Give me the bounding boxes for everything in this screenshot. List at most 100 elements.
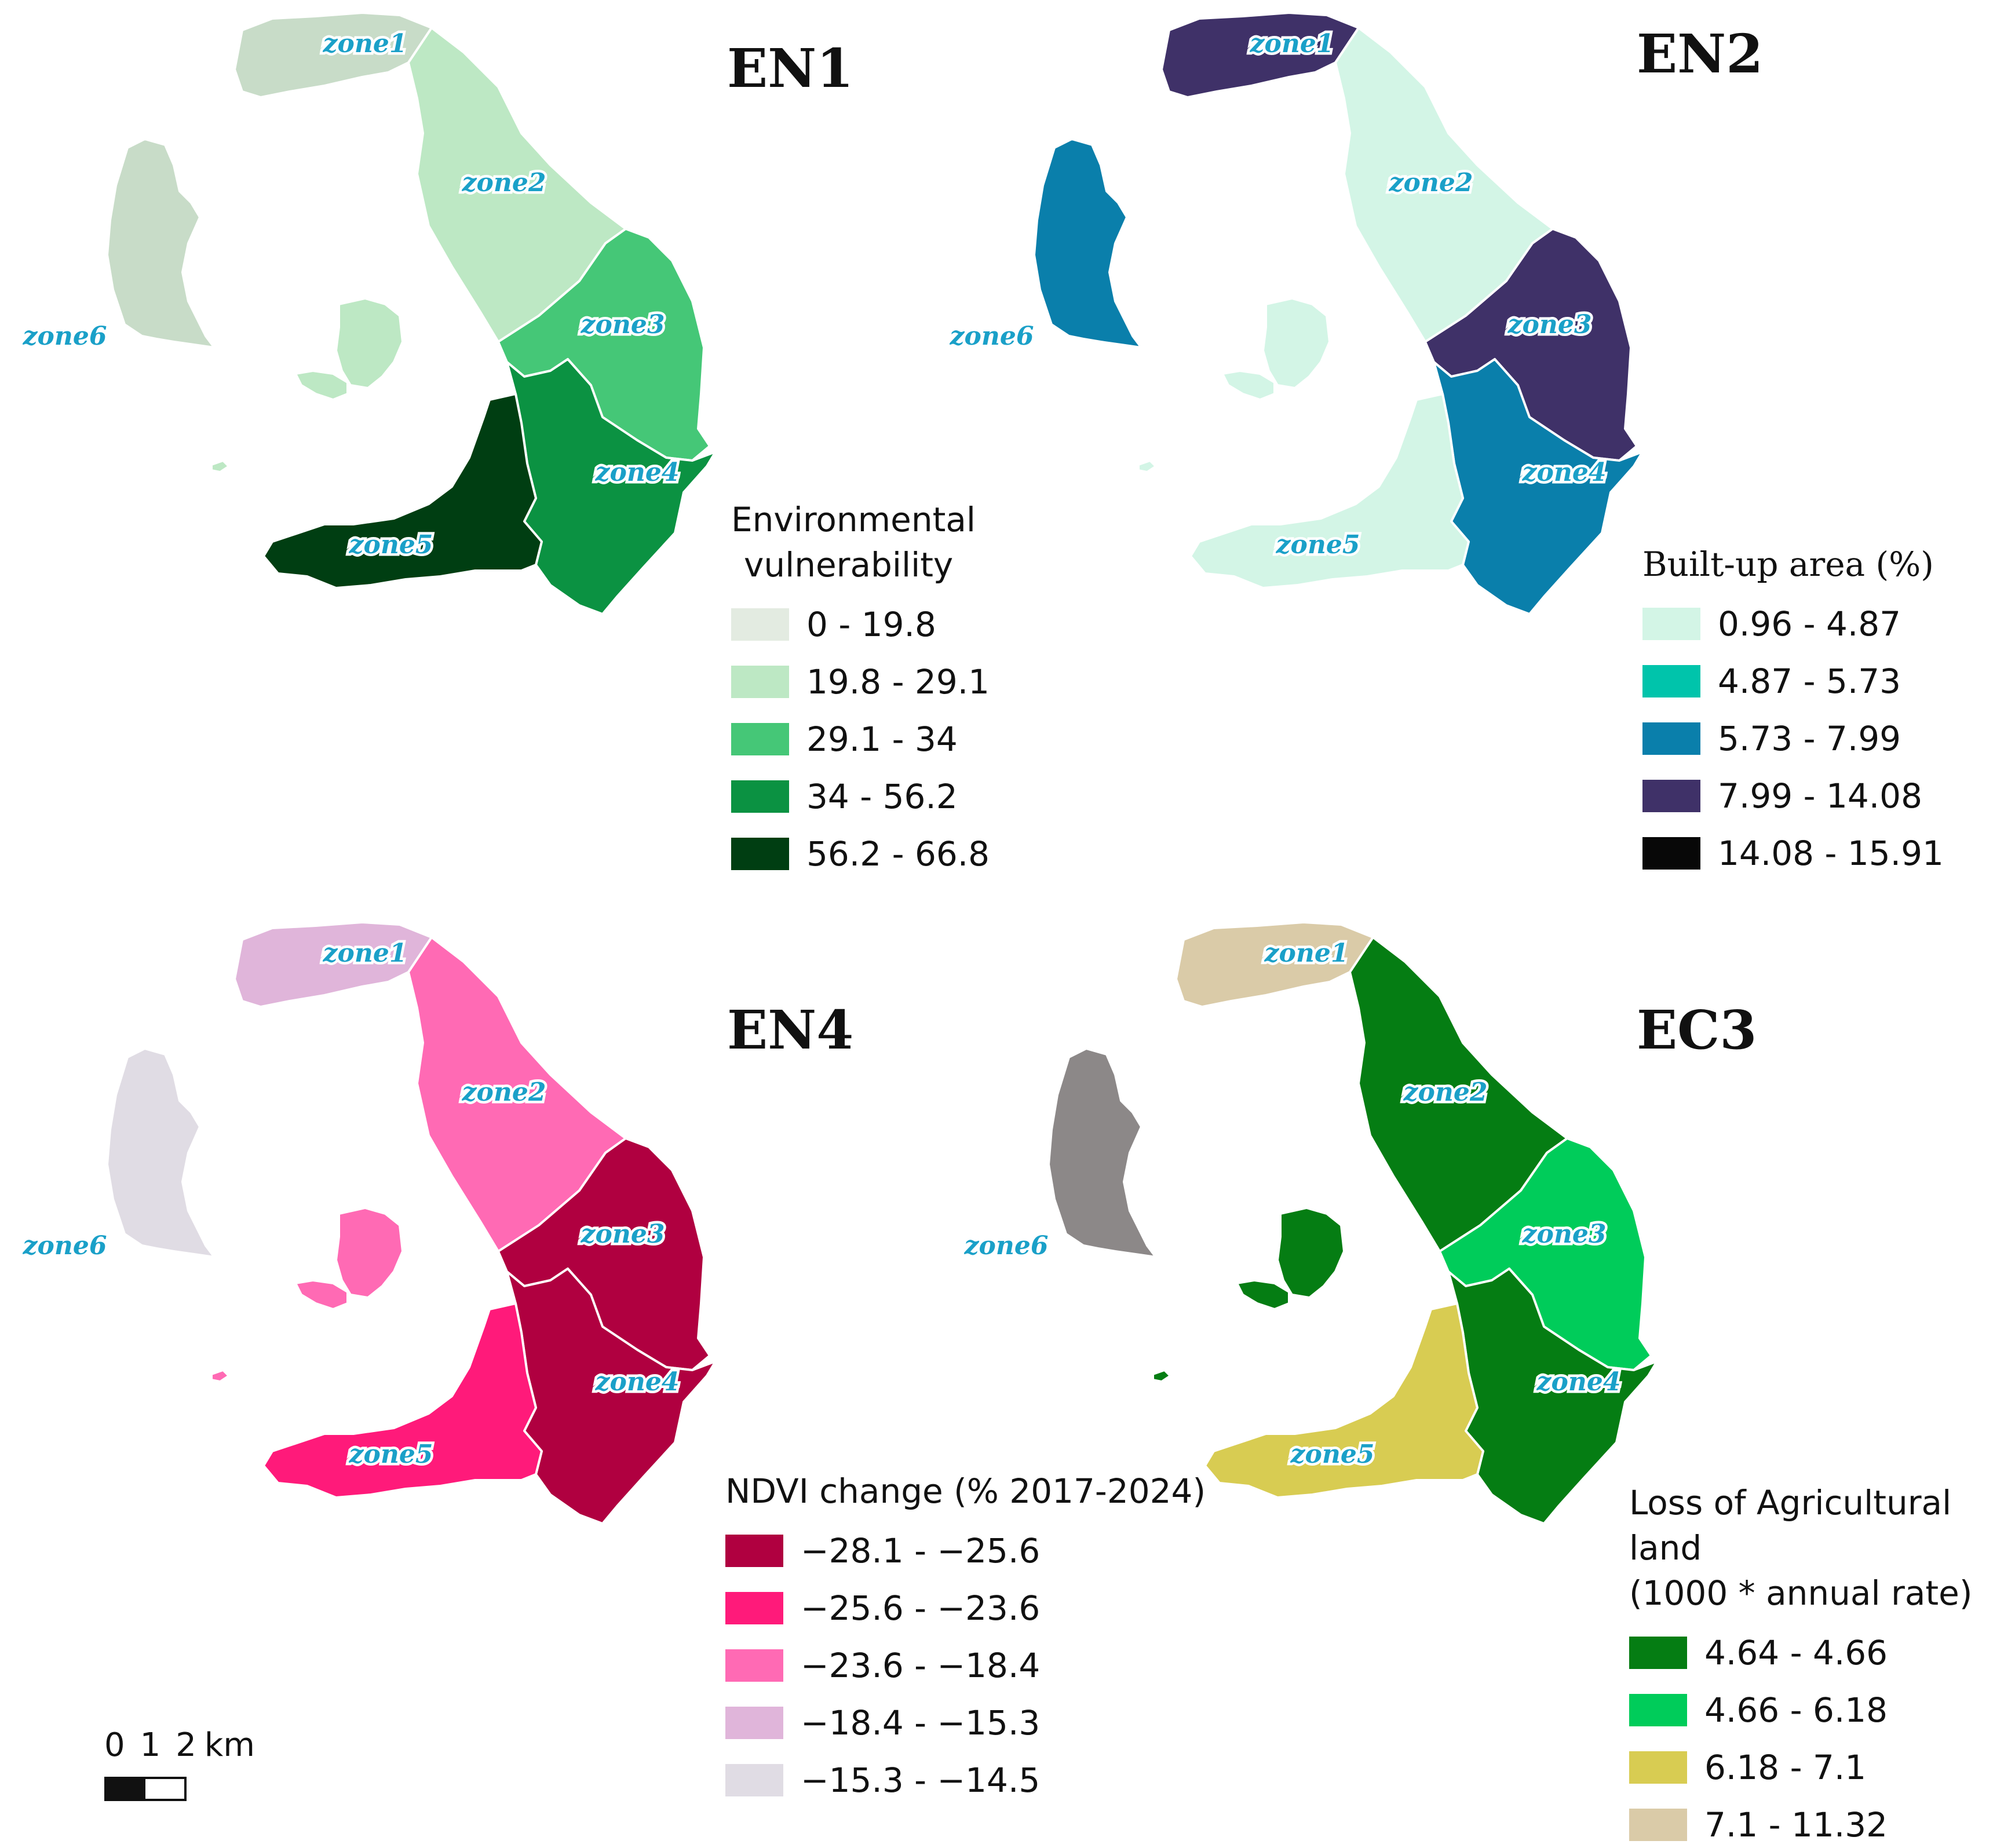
legend-swatch	[1642, 837, 1700, 870]
legend-label: 4.64 - 4.66	[1704, 1632, 1888, 1672]
legend-en1: Environmental vulnerability 0 - 19.8 19.8 -…	[731, 497, 990, 882]
zone5-region	[1189, 393, 1470, 589]
legend-swatch	[1642, 664, 1700, 697]
legend-item: 4.87 - 5.73	[1642, 652, 1944, 710]
zone5-label: zone5	[1290, 1440, 1375, 1469]
zone1-region	[1175, 921, 1374, 1008]
zone1-label: zone1	[1250, 29, 1334, 59]
scale-tick-2: 2	[176, 1726, 196, 1764]
legend-label: 34 - 56.2	[806, 776, 958, 816]
legend-swatch	[731, 665, 789, 698]
legend-title: Built-up area (%)	[1642, 542, 1944, 587]
legend-item: 7.1 - 11.32	[1629, 1796, 2015, 1848]
legend-swatch	[725, 1763, 783, 1796]
legend-item: −15.3 - −14.5	[725, 1751, 1206, 1809]
legend-item: 29.1 - 34	[731, 710, 990, 768]
islet-a-region	[1276, 1207, 1345, 1299]
legend-item: −18.4 - −15.3	[725, 1694, 1206, 1751]
legend-label: 56.2 - 66.8	[806, 834, 990, 874]
zone3-label: zone3	[581, 310, 665, 339]
scale-bar-black-segment	[107, 1779, 145, 1799]
legend-label: 0.96 - 4.87	[1718, 604, 1901, 644]
legend-item: −23.6 - −18.4	[725, 1637, 1206, 1694]
legend-swatch	[1629, 1808, 1687, 1841]
zone4-label: zone4	[595, 1367, 680, 1397]
map-en4: zone1 zone2 zone3 zone4 zone5 zone6	[20, 921, 717, 1525]
legend-swatch	[1629, 1693, 1687, 1726]
scale-bar-labels: 0 1 2 km	[104, 1726, 270, 1764]
legend-label: 4.66 - 6.18	[1704, 1690, 1888, 1730]
scale-unit: km	[204, 1726, 255, 1764]
legend-title: NDVI change (% 2017-2024)	[725, 1469, 1206, 1514]
legend-label: −25.6 - −23.6	[801, 1588, 1041, 1628]
legend-swatch	[725, 1649, 783, 1682]
legend-label: 0 - 19.8	[806, 604, 936, 644]
map-title: EC3	[1637, 999, 1757, 1061]
legend-label: −23.6 - −18.4	[801, 1645, 1041, 1685]
legend-label: −18.4 - −15.3	[801, 1703, 1041, 1743]
legend-item: −28.1 - −25.6	[725, 1522, 1206, 1579]
legend-title-line: (1000 * annual rate)	[1629, 1573, 1973, 1613]
legend-label: −15.3 - −14.5	[801, 1760, 1041, 1800]
legend-label: 5.73 - 7.99	[1718, 718, 1901, 758]
legend-label: 14.08 - 15.91	[1718, 833, 1944, 873]
legend-en4: NDVI change (% 2017-2024) −28.1 - −25.6 −2…	[725, 1469, 1206, 1809]
zone3-label: zone3	[1507, 310, 1592, 339]
scale-bar: 0 1 2 km	[104, 1726, 270, 1801]
zone3-label: zone3	[1522, 1219, 1607, 1249]
legend-swatch	[725, 1706, 783, 1739]
zone2-label: zone2	[462, 1078, 546, 1107]
legend-item: 7.99 - 14.08	[1642, 767, 1944, 824]
legend-swatch	[731, 722, 789, 755]
zone1-region	[1160, 12, 1360, 98]
legend-swatch	[731, 780, 789, 813]
legend-swatch	[725, 1534, 783, 1567]
scale-bar-graphic	[104, 1777, 187, 1801]
islet-b-region	[294, 370, 349, 401]
legend-item: 6.18 - 7.1	[1629, 1739, 2015, 1796]
legend-label: 19.8 - 29.1	[806, 662, 990, 702]
islet-b-region	[294, 1279, 349, 1310]
islet-a-region	[335, 1207, 404, 1299]
legend-label: 4.87 - 5.73	[1718, 661, 1901, 701]
legend-swatch	[731, 608, 789, 641]
zone6-region	[106, 1047, 216, 1258]
islet-c-region	[210, 1369, 230, 1383]
legend-item: −25.6 - −23.6	[725, 1579, 1206, 1637]
legend-item: 19.8 - 29.1	[731, 653, 990, 710]
legend-label: 7.99 - 14.08	[1718, 776, 1922, 816]
zone5-label: zone5	[1276, 530, 1360, 560]
zone6-region	[106, 138, 216, 349]
zone6-label: zone6	[23, 322, 107, 351]
scale-bar-white-segment	[145, 1779, 184, 1799]
legend-title: Environmental vulnerability	[731, 497, 990, 587]
zone2-label: zone2	[462, 168, 546, 198]
islet-c-region	[1152, 1369, 1171, 1383]
zone1-label: zone1	[323, 29, 407, 59]
islet-a-region	[1262, 297, 1331, 389]
legend-ec3: Loss of Agricultural land (1000 * annual …	[1629, 1480, 2015, 1848]
islet-a-region	[335, 297, 404, 389]
zone6-label: zone6	[23, 1231, 107, 1261]
zone1-region	[233, 12, 433, 98]
zone5-region	[262, 393, 543, 589]
legend-item: 56.2 - 66.8	[731, 825, 990, 882]
map-title: EN2	[1637, 23, 1763, 85]
legend-title-line: NDVI change (% 2017-2024)	[725, 1471, 1206, 1511]
zone5-label: zone5	[349, 1440, 433, 1469]
zone6-region	[1047, 1047, 1157, 1258]
zone3-label: zone3	[581, 1219, 665, 1249]
legend-title: Loss of Agricultural land (1000 * annual …	[1629, 1480, 2015, 1616]
zone5-region	[262, 1302, 543, 1499]
legend-swatch	[1642, 779, 1700, 812]
legend-item: 4.66 - 6.18	[1629, 1681, 2015, 1739]
legend-item: 5.73 - 7.99	[1642, 710, 1944, 767]
zone5-label: zone5	[349, 530, 433, 560]
legend-title-line: Environmental	[731, 500, 976, 539]
map-title: EN1	[727, 37, 853, 100]
legend-item: 14.08 - 15.91	[1642, 824, 1944, 882]
map-en1: zone1 zone2 zone3 zone4 zone5 zone6	[20, 12, 717, 615]
map-ec3: zone1 zone2 zone3 zone4 zone5 zone6	[961, 921, 1658, 1525]
zone5-region	[1204, 1302, 1484, 1499]
